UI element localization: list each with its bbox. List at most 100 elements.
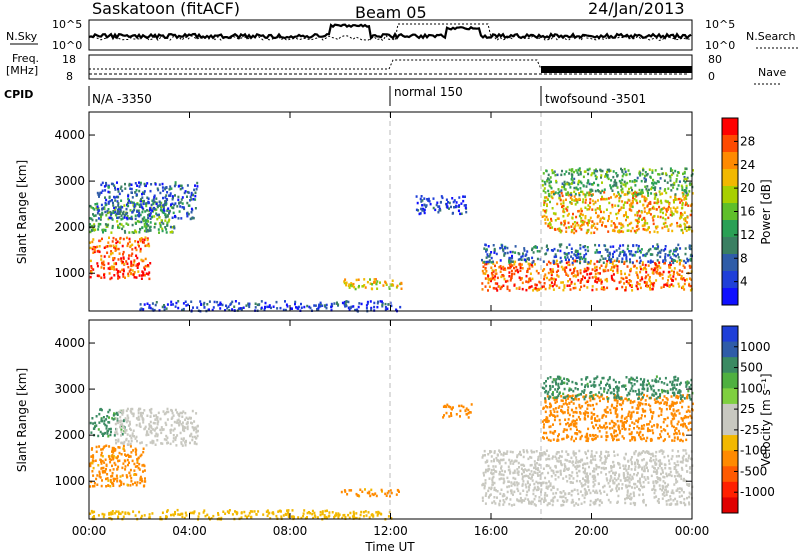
data-cell — [112, 468, 115, 471]
data-cell — [229, 303, 232, 306]
data-cell — [561, 185, 564, 189]
data-cell — [171, 198, 174, 201]
data-cell — [348, 306, 351, 309]
data-cell — [601, 216, 604, 220]
data-cell — [144, 425, 147, 429]
data-cell — [630, 209, 633, 212]
data-cell — [511, 256, 514, 260]
data-cell — [656, 259, 659, 262]
data-cell — [541, 179, 544, 183]
data-cell — [458, 404, 461, 408]
data-cell — [566, 499, 569, 502]
data-cell — [621, 174, 624, 178]
data-cell — [588, 182, 591, 186]
data-cell — [607, 451, 610, 454]
data-cell — [630, 186, 633, 189]
data-cell — [683, 288, 686, 291]
data-cell — [122, 253, 124, 256]
data-cell — [623, 423, 625, 427]
colorbar-swatch — [722, 135, 738, 153]
data-cell — [560, 221, 563, 225]
freq-series — [89, 59, 689, 70]
data-cell — [628, 199, 631, 202]
data-cell — [630, 478, 633, 481]
data-cell — [418, 212, 421, 216]
data-cell — [103, 255, 106, 258]
data-cell — [98, 213, 101, 216]
data-cell — [107, 410, 110, 414]
data-cell — [595, 277, 598, 281]
data-cell — [682, 454, 685, 458]
data-cell — [459, 212, 462, 216]
data-cell — [612, 245, 615, 248]
data-cell — [661, 172, 664, 176]
data-cell — [377, 512, 380, 516]
data-cell — [491, 260, 494, 264]
data-cell — [268, 305, 271, 309]
data-cell — [549, 185, 552, 188]
data-cell — [552, 171, 555, 174]
data-cell — [665, 472, 668, 475]
data-cell — [544, 273, 547, 276]
data-cell — [121, 510, 124, 514]
data-cell — [636, 273, 639, 277]
data-cell — [126, 215, 129, 218]
data-cell — [628, 172, 631, 176]
data-cell — [187, 303, 189, 307]
data-cell — [358, 302, 361, 305]
data-cell — [483, 449, 486, 453]
data-cell — [624, 170, 627, 174]
data-cell — [360, 510, 363, 514]
data-cell — [183, 516, 186, 520]
data-cell — [646, 189, 649, 193]
data-cell — [521, 281, 524, 285]
data-cell — [565, 230, 568, 233]
data-cell — [159, 417, 162, 421]
data-cell — [634, 218, 637, 222]
data-cell — [233, 309, 236, 312]
data-cell — [580, 220, 583, 223]
data-cell — [545, 215, 548, 219]
data-cell — [130, 411, 133, 414]
data-cell — [660, 199, 662, 203]
data-cell — [646, 222, 649, 225]
data-cell — [613, 184, 616, 187]
data-cell — [650, 187, 653, 191]
data-cell — [501, 244, 504, 247]
data-cell — [189, 511, 192, 515]
data-cell — [492, 483, 494, 486]
data-cell — [591, 268, 594, 271]
data-cell — [125, 236, 128, 240]
data-cell — [126, 443, 129, 446]
data-cell — [633, 482, 636, 486]
data-cell — [399, 282, 402, 286]
data-cell — [600, 450, 603, 454]
data-cell — [482, 482, 485, 486]
data-cell — [490, 486, 493, 489]
data-cell — [108, 511, 111, 515]
data-cell — [570, 474, 573, 478]
data-cell — [208, 308, 210, 311]
data-cell — [508, 275, 511, 278]
data-cell — [172, 440, 175, 443]
data-cell — [545, 209, 548, 212]
data-cell — [97, 228, 100, 231]
data-cell — [511, 254, 513, 258]
data-cell — [138, 181, 140, 184]
data-cell — [637, 452, 640, 456]
data-cell — [166, 214, 169, 218]
data-cell — [487, 245, 490, 248]
data-cell — [594, 200, 597, 204]
data-cell — [169, 442, 172, 446]
data-cell — [129, 201, 132, 204]
data-cell — [644, 185, 647, 188]
data-cell — [517, 461, 520, 465]
data-cell — [673, 467, 676, 470]
data-cell — [632, 501, 635, 505]
data-cell — [559, 245, 562, 248]
data-cell — [649, 456, 652, 460]
data-cell — [647, 250, 650, 253]
data-cell — [559, 229, 562, 232]
data-cell — [664, 283, 667, 286]
data-cell — [93, 249, 96, 252]
